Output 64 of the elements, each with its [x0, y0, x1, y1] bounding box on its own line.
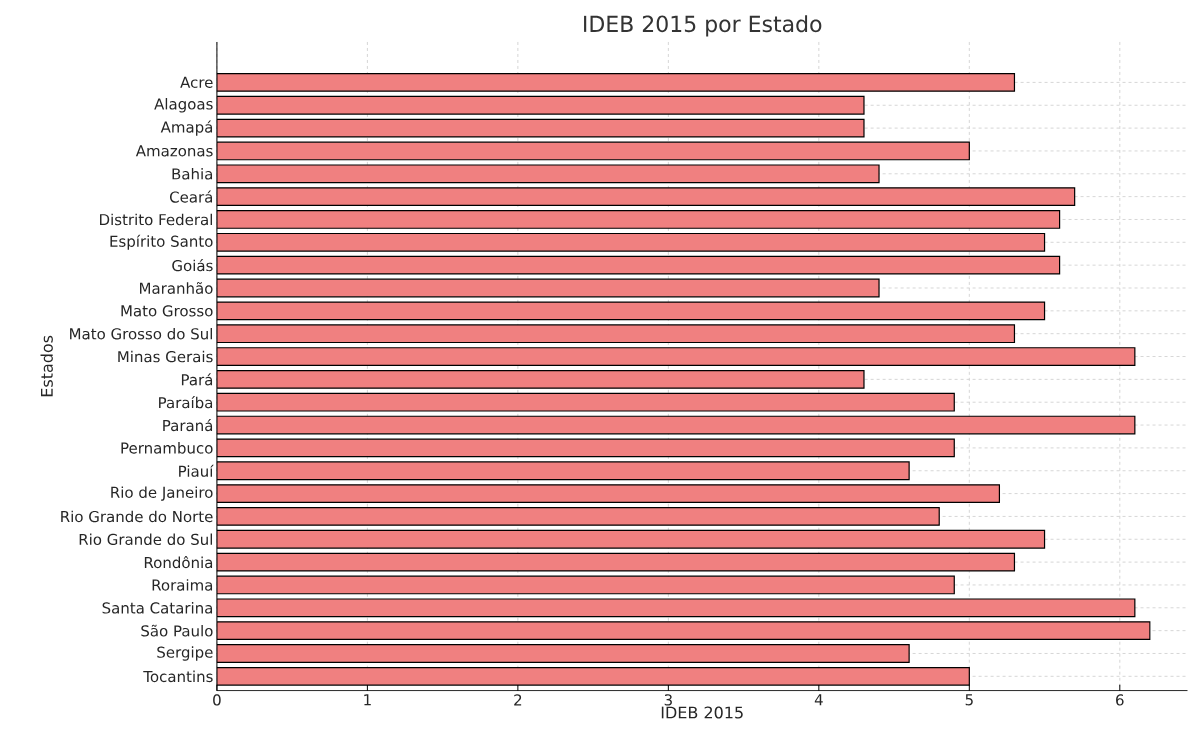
- y-tick-label: Ceará: [169, 190, 213, 203]
- bar: [216, 575, 955, 595]
- bar: [216, 141, 970, 161]
- y-tick-label: Amapá: [160, 120, 213, 136]
- bar: [216, 667, 970, 686]
- bar: [216, 552, 1016, 572]
- bar: [216, 73, 1016, 92]
- y-tick-label: São Paulo: [141, 624, 213, 637]
- bar: [216, 278, 880, 298]
- y-tick-label: Maranhão: [140, 282, 213, 295]
- bar: [216, 301, 1046, 321]
- y-tick-label: Distrito Federal: [100, 213, 212, 226]
- y-tick-label: Pará: [181, 373, 213, 386]
- y-tick-label: Sergipe: [157, 646, 213, 661]
- bar: [216, 96, 865, 115]
- bar: [216, 507, 940, 526]
- x-tick-label: 4: [814, 694, 823, 706]
- y-tick-label: Rio Grande do Norte: [61, 510, 213, 523]
- bar: [216, 233, 1046, 252]
- bar: [216, 210, 1061, 230]
- bar: [216, 438, 955, 458]
- y-tick-label: Santa Catarina: [102, 602, 213, 614]
- bar: [216, 347, 1136, 367]
- x-tick-label: 0: [213, 694, 221, 706]
- y-tick-label: Minas Gerais: [118, 350, 213, 363]
- bar: [216, 370, 865, 389]
- y-tick-label: Alagoas: [154, 98, 213, 113]
- y-tick-label: Paraíba: [159, 396, 213, 409]
- bar: [216, 392, 955, 412]
- bar: [216, 187, 1076, 207]
- bar: [216, 598, 1136, 618]
- y-axis-title: Estados: [40, 335, 53, 397]
- bar: [216, 461, 910, 481]
- y-tick-label: Mato Grosso: [121, 305, 213, 317]
- bar: [216, 415, 1136, 435]
- y-tick-label: Paraná: [163, 419, 213, 432]
- bar: [216, 644, 910, 664]
- x-tick-label: 2: [514, 694, 522, 706]
- chart-title: IDEB 2015 por Estado: [584, 15, 822, 37]
- y-tick-label: Tocantins: [143, 670, 213, 683]
- y-tick-label: Piauí: [179, 464, 214, 477]
- y-tick-label: Rio Grande do Sul: [79, 533, 212, 546]
- bar: [216, 484, 1001, 504]
- x-tick-label: 3: [664, 694, 672, 706]
- bar: [216, 164, 880, 184]
- y-tick-label: Bahia: [172, 168, 213, 180]
- y-tick-label: Acre: [180, 77, 213, 89]
- y-tick-label: Espírito Santo: [110, 234, 213, 251]
- y-tick-label: Pernambuco: [121, 442, 213, 454]
- bar: [216, 255, 1061, 275]
- bar: [216, 118, 865, 138]
- x-axis-title: IDEB 2015: [661, 706, 743, 719]
- bar: [216, 530, 1046, 549]
- y-tick-label: Roraima: [152, 579, 213, 591]
- x-tick-label: 1: [364, 694, 371, 706]
- y-tick-label: Rondônia: [144, 556, 213, 569]
- x-tick-label: 6: [1116, 694, 1124, 706]
- bar: [216, 324, 1016, 344]
- bar: [216, 621, 1151, 641]
- y-tick-label: Amazonas: [135, 145, 213, 157]
- x-tick-label: 5: [965, 694, 973, 706]
- y-tick-label: Rio de Janeiro: [111, 486, 213, 501]
- y-tick-label: Goiás: [172, 259, 213, 272]
- y-tick-label: Mato Grosso do Sul: [70, 328, 212, 340]
